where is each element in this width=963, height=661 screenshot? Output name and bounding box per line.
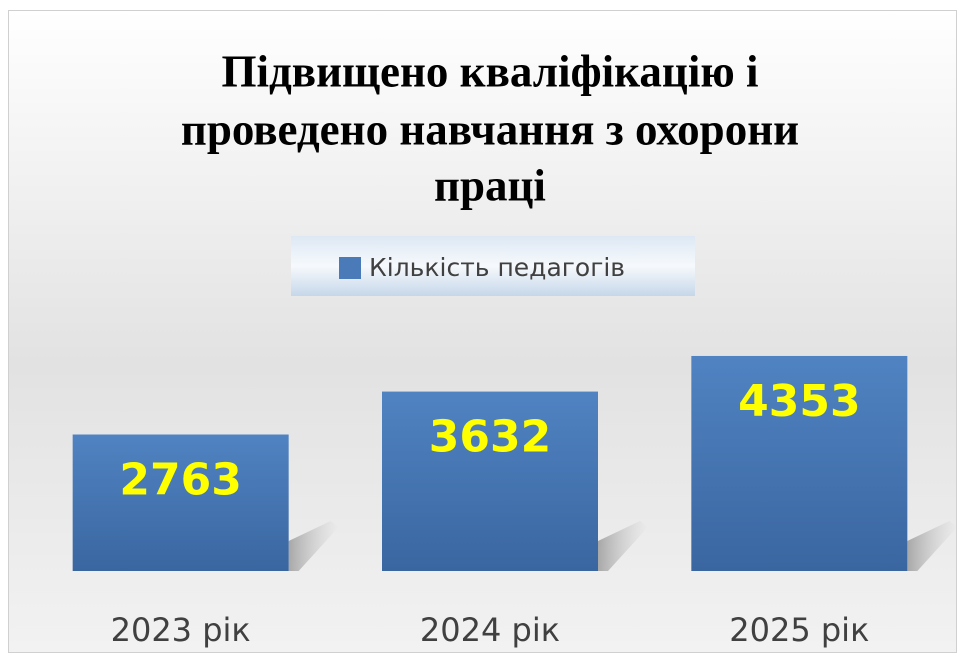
value-label: 4353 bbox=[738, 376, 860, 427]
bar bbox=[382, 391, 598, 571]
x-tick-label: 2023 рік bbox=[111, 611, 251, 649]
legend-label: Кількість педагогів bbox=[369, 253, 625, 282]
value-label: 2763 bbox=[119, 455, 241, 506]
bar-shadow bbox=[288, 521, 339, 571]
x-tick-label: 2025 рік bbox=[729, 611, 869, 649]
x-tick-label: 2024 рік bbox=[420, 611, 560, 649]
bar bbox=[691, 355, 908, 571]
value-label: 3632 bbox=[429, 412, 551, 463]
chart-title: проведено навчання з охорони bbox=[181, 104, 799, 154]
chart-title: Підвищено кваліфікацію і bbox=[222, 46, 759, 96]
bar-shadow bbox=[907, 521, 958, 571]
legend-swatch bbox=[339, 257, 361, 279]
bar bbox=[72, 434, 289, 571]
chart-title: праці bbox=[434, 160, 546, 210]
bar-shadow bbox=[598, 521, 648, 571]
